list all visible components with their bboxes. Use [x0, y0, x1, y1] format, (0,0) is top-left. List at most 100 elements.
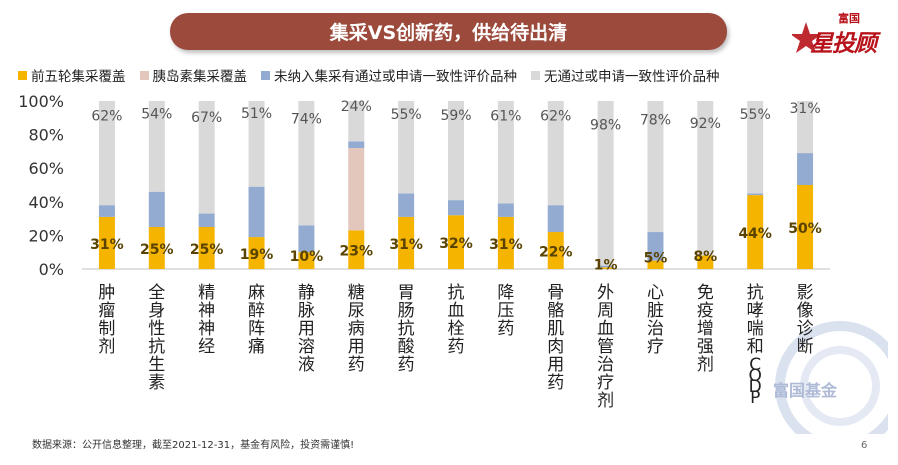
bar-segment	[248, 237, 265, 269]
x-tick-label: 免疫增强剂	[697, 283, 714, 375]
data-label: 62%	[91, 109, 122, 125]
chart-legend: 前五轮集采覆盖 胰岛素集采覆盖 未纳入集采有通过或申请一致性评价品种 无通过或申…	[18, 65, 734, 85]
watermark-logo-icon	[775, 321, 888, 434]
bar-segment	[98, 216, 115, 269]
data-label: 25%	[190, 242, 224, 258]
y-tick-label: 60%	[28, 159, 64, 178]
legend-item: 未纳入集采有通过或申请一致性评价品种	[261, 65, 517, 85]
legend-label: 无通过或申请一致性评价品种	[544, 69, 720, 85]
data-label: 50%	[788, 221, 822, 237]
page-number: 6	[861, 440, 868, 451]
legend-item: 胰岛素集采覆盖	[139, 65, 248, 85]
watermark-text: 富国基金	[773, 381, 838, 400]
x-tick-label: 麻醉阵痛	[248, 283, 265, 357]
data-label: 1%	[594, 257, 618, 273]
data-label: 61%	[490, 108, 521, 124]
data-label: 24%	[341, 99, 372, 115]
data-label: 23%	[340, 244, 374, 260]
legend-item: 无通过或申请一致性评价品种	[531, 65, 720, 85]
data-label: 44%	[738, 226, 772, 242]
data-label: 98%	[590, 118, 621, 134]
bar-segment	[697, 101, 714, 256]
legend-swatch	[18, 70, 27, 80]
bar-segment	[747, 193, 764, 196]
data-label: 78%	[640, 113, 671, 129]
bar-segment	[597, 101, 614, 266]
x-tick-label: 抗血栓药	[448, 283, 465, 357]
data-label: 10%	[290, 249, 324, 265]
bar-segment	[198, 101, 215, 214]
data-label: 31%	[489, 237, 523, 253]
bar-segment	[448, 215, 464, 269]
bar-segment	[597, 267, 614, 269]
data-label: 59%	[440, 108, 471, 124]
data-label: 25%	[140, 242, 174, 258]
bar-segment	[148, 227, 165, 269]
data-label: 31%	[389, 237, 423, 253]
x-tick-label: 精神神经	[198, 283, 215, 357]
bar-segment	[747, 101, 764, 194]
y-tick-label: 100%	[18, 92, 64, 111]
bar-segment	[148, 101, 165, 192]
bar-segment	[98, 101, 115, 206]
bar-segment	[298, 252, 315, 269]
legend-label: 胰岛素集采覆盖	[152, 69, 248, 85]
bar-segment	[797, 185, 814, 269]
bar-segment	[547, 205, 564, 233]
bar-segment	[647, 101, 664, 233]
logo-star-icon	[790, 22, 822, 53]
bar-segment	[198, 213, 215, 227]
data-label: 67%	[191, 110, 222, 126]
bar-segment	[248, 186, 265, 238]
x-tick-label: 骨骼肌肉用药	[547, 283, 564, 393]
bar-segment	[248, 101, 265, 187]
x-tick-label: 降压药	[497, 283, 514, 339]
y-tick-label: 0%	[39, 260, 64, 279]
data-label: 8%	[693, 249, 717, 265]
data-label: 22%	[539, 245, 573, 261]
bar-segment	[198, 227, 215, 269]
bar-segment	[348, 230, 365, 269]
bar-segment	[298, 225, 315, 253]
legend-swatch	[261, 70, 270, 80]
legend-swatch	[139, 70, 149, 80]
x-tick-label: 影像诊断	[797, 283, 814, 357]
bar-segment	[497, 101, 514, 204]
data-label: 51%	[241, 106, 272, 122]
bar-segment	[348, 141, 365, 149]
bar-segment	[597, 265, 614, 268]
bar-segment	[547, 101, 564, 206]
x-tick-label: 抗哮喘和 C O D P	[747, 283, 764, 408]
bar-segment	[647, 232, 664, 261]
data-label: 19%	[240, 247, 274, 263]
x-tick-label: 胃肠抗酸药	[398, 283, 415, 375]
title-banner: 集采VS创新药，供给待出清	[170, 13, 727, 50]
data-label: 55%	[740, 107, 771, 123]
y-tick-label: 20%	[28, 226, 64, 245]
bar-segment	[697, 255, 714, 269]
bar-segment	[497, 216, 514, 269]
data-label: 74%	[291, 112, 322, 128]
bar-segment	[298, 101, 315, 226]
x-tick-label: 外周血管治疗剂	[597, 283, 614, 411]
data-label: 31%	[90, 237, 124, 253]
page-title: 集采VS创新药，供给待出清	[329, 22, 568, 44]
x-tick-label: 全身性抗生素	[148, 283, 165, 393]
data-label: 54%	[141, 107, 172, 123]
x-tick-label: 心脏治疗	[647, 283, 664, 357]
bar-segment	[797, 153, 814, 185]
bar-segment	[797, 101, 814, 154]
data-label: 55%	[391, 107, 422, 123]
x-tick-label: 糖尿病用药	[348, 283, 365, 375]
data-label: 32%	[439, 236, 473, 252]
y-tick-label: 40%	[28, 193, 64, 212]
bar-segment	[547, 232, 564, 269]
logo-text-main: 星投顾	[810, 31, 877, 57]
bar-segment	[448, 200, 464, 216]
data-label: 62%	[540, 109, 571, 125]
data-label: 92%	[690, 116, 721, 132]
legend-item: 前五轮集采覆盖	[18, 65, 126, 85]
legend-label: 前五轮集采覆盖	[31, 69, 126, 85]
y-tick-label: 80%	[28, 126, 64, 145]
bar-segment	[647, 260, 664, 269]
